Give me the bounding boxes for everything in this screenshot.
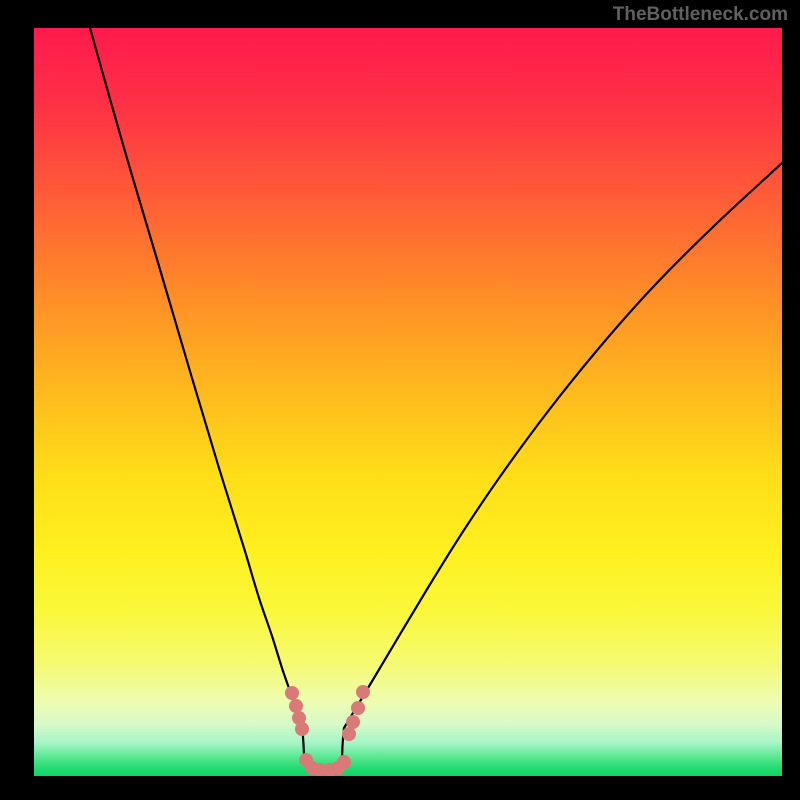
curve-marker [356, 685, 370, 699]
curve-markers [285, 685, 370, 776]
watermark-text: TheBottleneck.com [613, 4, 788, 26]
plot-area [34, 28, 782, 776]
curve-marker [285, 686, 299, 700]
bottleneck-curve [90, 28, 782, 769]
curve-marker [289, 699, 303, 713]
curve-marker [346, 715, 360, 729]
curve-marker [351, 701, 365, 715]
curve-marker [342, 727, 356, 741]
curve-marker [295, 722, 309, 736]
curve-marker [337, 755, 351, 769]
curve-layer [34, 28, 782, 776]
